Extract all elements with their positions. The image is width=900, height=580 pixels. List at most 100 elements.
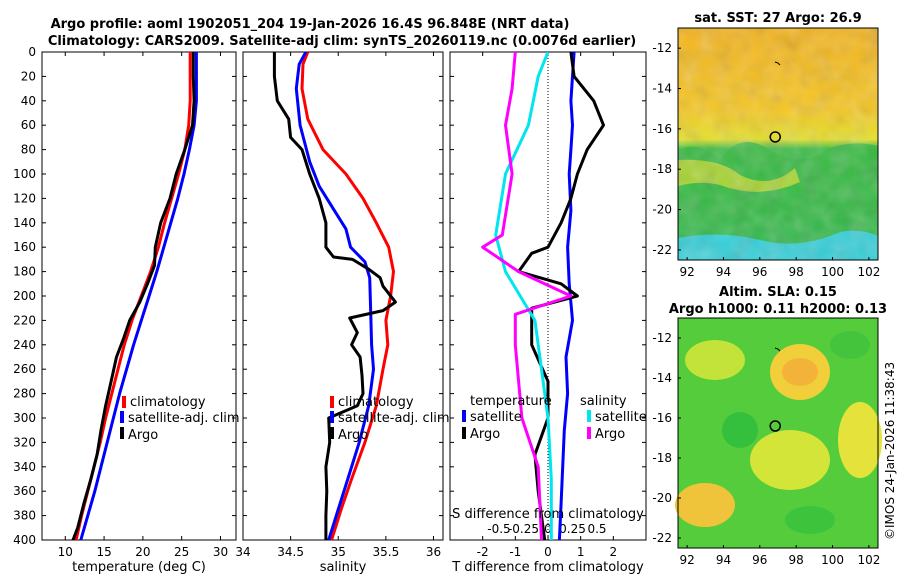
legend-label: satellite xyxy=(470,410,522,425)
temperature-series xyxy=(71,52,198,540)
temperature-tick-label: 30 xyxy=(213,545,228,559)
figure-title-line1: Argo profile: aoml 1902051_204 19-Jan-20… xyxy=(51,17,570,32)
legend-title-salinity: salinity xyxy=(580,394,627,409)
map-lat-tick-label: -12 xyxy=(652,41,672,55)
map-lon-tick-label: 100 xyxy=(821,553,844,567)
sla-low-3 xyxy=(830,331,870,359)
legend-swatch-satellite xyxy=(120,411,124,423)
salinity-tick-label: 34.5 xyxy=(277,545,304,559)
sst-map-title: sat. SST: 27 Argo: 26.9 xyxy=(694,11,861,26)
depth-tick-label: 340 xyxy=(13,460,36,474)
temperature-tick-label: 20 xyxy=(135,545,150,559)
map-lat-tick-label: -22 xyxy=(652,531,672,545)
s-difference-tick-label: -0.25 xyxy=(508,522,539,536)
depth-tick-label: 260 xyxy=(13,362,36,376)
legend-swatch-t-satellite xyxy=(462,410,466,422)
depth-tick-label: 120 xyxy=(13,191,36,205)
sla-argo-marker xyxy=(769,420,781,432)
map-lon-tick-label: 92 xyxy=(679,265,694,279)
legend-swatch-s-argo xyxy=(587,427,591,439)
sla-map-axes: 92 94 96 98 100 102 -12 -14 -16 -18 -20 -22 xyxy=(652,331,880,567)
legend-label: Argo xyxy=(595,427,625,442)
difference-tick-label: -1 xyxy=(509,545,521,559)
legend-label: satellite-adj. clim xyxy=(128,411,240,426)
depth-axis: 0 20 40 60 80 100 120 140 160 180 200 220 240 260 280 3… xyxy=(13,45,646,547)
map-lat-tick-label: -18 xyxy=(652,162,672,176)
difference-line-salinity-argo xyxy=(481,52,573,540)
sst-map-axes: 92 94 96 98 100 102 -12 -14 -16 -18 -20 -22 xyxy=(652,41,880,279)
map-lon-tick-label: 96 xyxy=(752,265,767,279)
map-lat-tick-label: -16 xyxy=(652,122,672,136)
depth-tick-label: 220 xyxy=(13,313,36,327)
sla-map xyxy=(675,317,882,549)
legend-label: Argo xyxy=(470,427,500,442)
difference-xlabel-top: S difference from climatology xyxy=(452,507,644,522)
depth-tick-label: 380 xyxy=(13,509,36,523)
salinity-tick-label: 35.5 xyxy=(372,545,399,559)
s-difference-tick-label: -0.5 xyxy=(487,522,510,536)
map-lon-tick-label: 98 xyxy=(789,553,804,567)
legend-swatch-argo xyxy=(120,427,124,439)
legend-swatch-t-argo xyxy=(462,427,466,439)
sst-texture xyxy=(678,28,878,260)
difference-tick-label: -2 xyxy=(477,545,489,559)
sla-mid-2 xyxy=(838,402,882,478)
figure-title-line2: Climatology: CARS2009. Satellite-adj cli… xyxy=(48,34,636,49)
sla-low-1 xyxy=(722,412,758,448)
map-lon-tick-label: 96 xyxy=(752,553,767,567)
difference-legend: temperature satellite Argo salinity sate… xyxy=(462,394,647,442)
depth-tick-label: 280 xyxy=(13,387,36,401)
salinity-legend: climatology satellite-adj. clim Argo xyxy=(330,395,450,443)
sla-map-title: Altim. SLA: 0.15 xyxy=(719,285,837,300)
salinity-line-satellite-adj-clim xyxy=(294,52,375,540)
map-lon-tick-label: 102 xyxy=(857,553,880,567)
salinity-tick-label: 36 xyxy=(426,545,441,559)
depth-tick-label: 100 xyxy=(13,167,36,181)
s-difference-tick-label: 0.5 xyxy=(587,522,606,536)
sla-mid-1 xyxy=(685,340,745,380)
map-lat-tick-label: -14 xyxy=(652,371,672,385)
depth-tick-label: 300 xyxy=(13,411,36,425)
temperature-legend: climatology satellite-adj. clim Argo xyxy=(120,395,240,443)
legend-swatch-climatology xyxy=(330,396,334,408)
depth-tick-label: 80 xyxy=(21,143,36,157)
difference-series xyxy=(481,52,605,540)
map-lon-tick-label: 94 xyxy=(716,553,731,567)
depth-tick-label: 400 xyxy=(13,533,36,547)
sla-low-2 xyxy=(785,506,835,534)
sla-map-frame xyxy=(677,317,879,549)
sst-argo-marker xyxy=(769,131,781,143)
depth-tick-label: 0 xyxy=(28,45,36,59)
depth-tick-label: 20 xyxy=(21,69,36,83)
salinity-line-climatology xyxy=(300,52,395,540)
sla-mid-3 xyxy=(750,430,830,490)
temperature-x-axis: 10 15 20 25 30 xyxy=(58,52,228,559)
difference-line-temperature-satellite xyxy=(557,52,576,540)
sla-high-2 xyxy=(675,483,735,527)
map-lat-tick-label: -20 xyxy=(652,203,672,217)
salinity-tick-label: 34 xyxy=(235,545,250,559)
depth-tick-label: 160 xyxy=(13,240,36,254)
imos-credit: ©IMOS 24-Jan-2026 11:38:43 xyxy=(883,362,897,540)
salinity-series xyxy=(272,52,397,540)
sst-coast-speck xyxy=(774,61,781,66)
depth-tick-label: 180 xyxy=(13,265,36,279)
sst-map-frame xyxy=(677,27,879,261)
legend-label: climatology xyxy=(338,395,414,410)
temperature-tick-label: 25 xyxy=(174,545,189,559)
map-lat-tick-label: -12 xyxy=(652,331,672,345)
map-lon-tick-label: 94 xyxy=(716,265,731,279)
salinity-x-axis: 34 34.5 35 35.5 36 xyxy=(235,52,441,559)
sla-high-1-core xyxy=(782,358,818,386)
map-lat-tick-label: -18 xyxy=(652,451,672,465)
map-lat-tick-label: -20 xyxy=(652,491,672,505)
map-lon-tick-label: 98 xyxy=(789,265,804,279)
map-lat-tick-label: -14 xyxy=(652,82,672,96)
depth-tick-label: 320 xyxy=(13,435,36,449)
depth-tick-label: 40 xyxy=(21,94,36,108)
legend-label: Argo xyxy=(128,428,158,443)
legend-label: satellite-adj. clim xyxy=(338,411,450,426)
sla-map-subtitle: Argo h1000: 0.11 h2000: 0.13 xyxy=(669,302,887,317)
map-lat-tick-label: -22 xyxy=(652,243,672,257)
